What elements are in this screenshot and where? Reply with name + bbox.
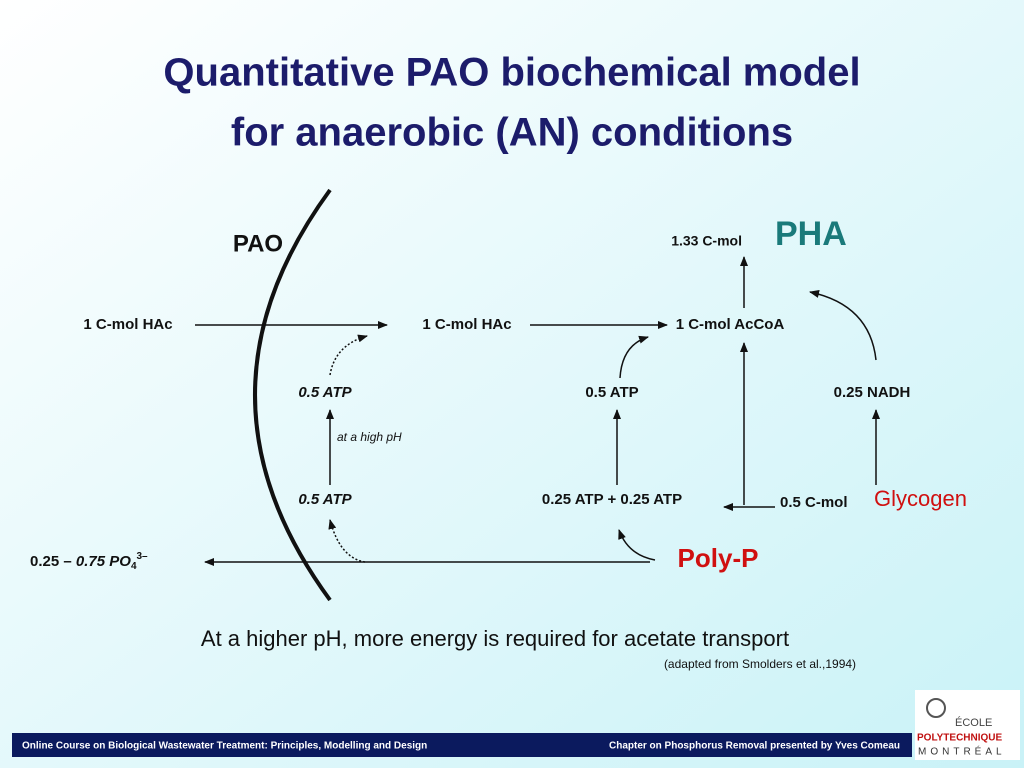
node-label: 0.5 C-mol	[780, 494, 848, 511]
footer-bar	[12, 733, 912, 757]
footer-text: Chapter on Phosphorus Removal presented …	[609, 741, 900, 752]
node-label: 0.25 NADH	[834, 384, 911, 401]
logo-text: MONTRÉAL	[918, 745, 1006, 758]
arrow	[329, 334, 368, 376]
caption: At a higher pH, more energy is required …	[201, 626, 789, 651]
text: 0.25 –	[30, 553, 72, 570]
arrow	[618, 529, 656, 561]
logo-emblem	[926, 698, 946, 718]
glycogen-label: Glycogen	[874, 486, 967, 511]
polyp-label: Poly-P	[678, 543, 759, 573]
arrow	[619, 335, 649, 379]
phosphate-label: 0.25 – 0.75 PO43–	[30, 551, 148, 572]
cell-membrane	[253, 188, 332, 602]
pha-label: PHA	[775, 215, 847, 253]
logo-text: POLYTECHNIQUE	[917, 733, 1003, 744]
source: (adapted from Smolders et al.,1994)	[664, 657, 856, 671]
pao-label: PAO	[233, 230, 283, 257]
node-label: 0.5 ATP	[298, 491, 352, 508]
arrow	[328, 519, 366, 563]
logo	[915, 690, 1020, 760]
text: 4	[131, 561, 137, 572]
node-label: 1 C-mol AcCoA	[676, 316, 785, 333]
footer-text: Online Course on Biological Wastewater T…	[22, 741, 427, 752]
text: 0.75 PO	[76, 553, 131, 570]
node-label: 0.5 ATP	[585, 384, 638, 401]
text: 3–	[137, 551, 149, 562]
node-label: 0.25 ATP + 0.25 ATP	[542, 491, 682, 508]
title-line: Quantitative PAO biochemical model	[163, 51, 860, 95]
node-label: 1 C-mol HAc	[422, 316, 511, 333]
logo-text: ÉCOLE	[955, 716, 992, 729]
annotation: at a high pH	[337, 430, 402, 444]
arrow	[809, 290, 877, 361]
title-line: for anaerobic (AN) conditions	[231, 111, 793, 155]
node-label: 1.33 C-mol	[671, 233, 742, 249]
node-label: 0.5 ATP	[298, 384, 352, 401]
node-label: 1 C-mol HAc	[83, 316, 172, 333]
